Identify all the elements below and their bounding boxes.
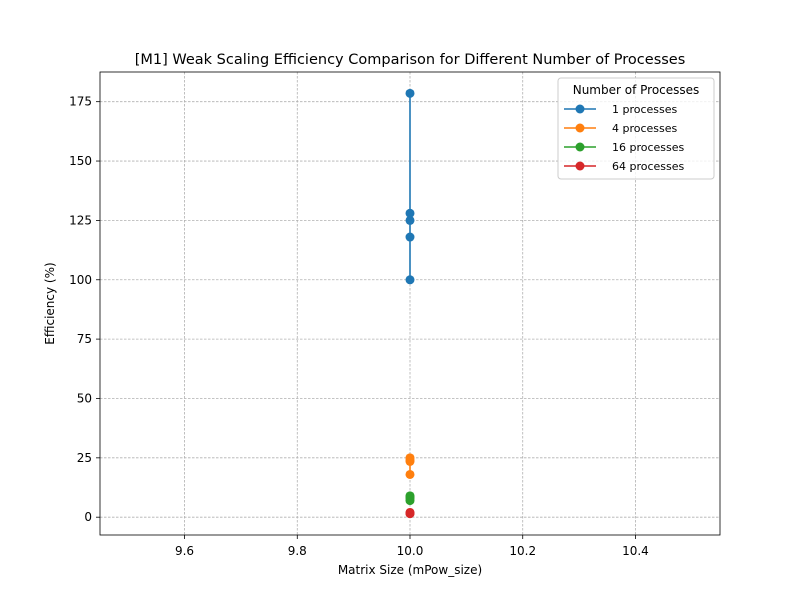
legend-swatch-marker [575, 161, 585, 171]
legend-swatch-marker [575, 142, 585, 152]
data-point [405, 88, 415, 98]
y-axis-label: Efficiency (%) [43, 262, 57, 344]
y-tick-label: 150 [69, 154, 92, 168]
data-point [405, 508, 415, 518]
y-tick-label: 100 [69, 273, 92, 287]
x-tick-label: 9.6 [175, 544, 194, 558]
x-tick-label: 10.0 [397, 544, 424, 558]
legend-swatch-marker [575, 123, 585, 133]
series-2 [405, 453, 415, 479]
legend-item: 4 processes [564, 122, 678, 135]
chart-title: [M1] Weak Scaling Efficiency Comparison … [135, 52, 686, 68]
x-tick-label: 10.4 [622, 544, 649, 558]
legend-label: 16 processes [612, 141, 685, 154]
legend-item: 1 processes [564, 103, 678, 116]
series-4 [405, 507, 415, 519]
data-point [405, 215, 415, 225]
y-tick-label: 175 [69, 95, 92, 109]
legend: Number of Processes 1 processes 4 process… [557, 77, 715, 180]
legend-box [557, 77, 715, 180]
series-layer [405, 88, 415, 519]
data-point [405, 208, 415, 218]
legend-label: 64 processes [612, 160, 685, 173]
data-point [405, 493, 415, 503]
ticks-layer: 9.6 9.8 10.0 10.2 10.4 0 25 50 75 100 125 150 175 [69, 95, 649, 558]
legend-label: 4 processes [612, 122, 678, 135]
legend-item: 16 processes [564, 141, 685, 154]
y-tick-label: 25 [77, 451, 92, 465]
series-3 [405, 491, 415, 506]
legend-title: Number of Processes [573, 83, 700, 97]
series-1 [405, 88, 415, 285]
y-tick-label: 50 [77, 391, 92, 405]
x-tick-label: 9.8 [288, 544, 307, 558]
data-point [405, 456, 415, 466]
legend-item: 64 processes [564, 160, 685, 173]
legend-label: 1 processes [612, 103, 678, 116]
x-tick-label: 10.2 [509, 544, 536, 558]
data-point [405, 275, 415, 285]
legend-swatch-marker [575, 104, 585, 114]
y-tick-label: 125 [69, 213, 92, 227]
x-axis-label: Matrix Size (mPow_size) [338, 563, 482, 577]
y-tick-label: 75 [77, 332, 92, 346]
data-point [405, 232, 415, 242]
data-point [405, 469, 415, 479]
y-tick-label: 0 [84, 510, 92, 524]
